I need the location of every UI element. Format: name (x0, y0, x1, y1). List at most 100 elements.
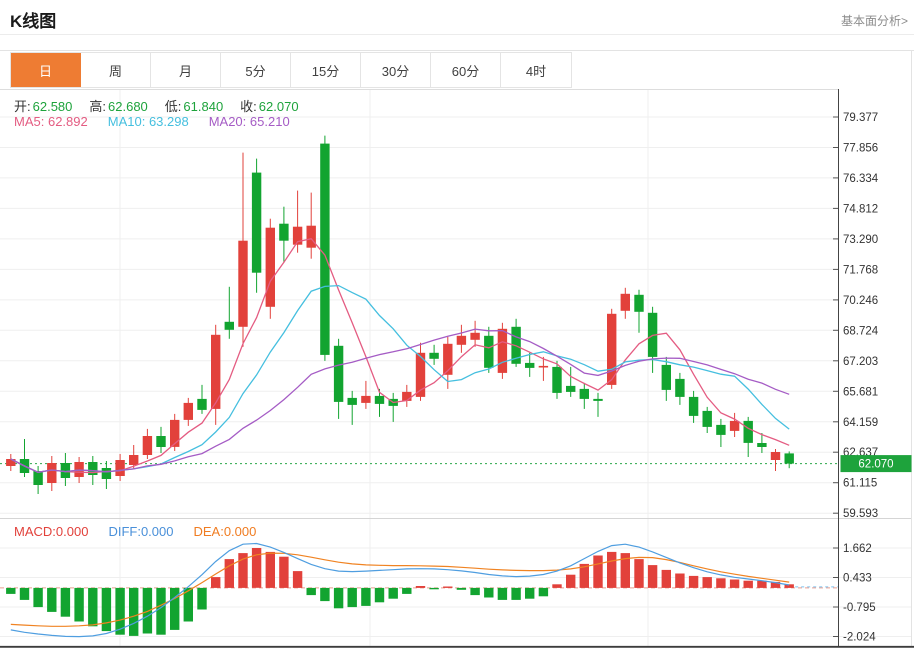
candle-down (757, 443, 767, 447)
macd-bar (129, 587, 139, 636)
macd-bar (566, 574, 576, 588)
candle-up (607, 313, 617, 385)
macd-label: MACD: (14, 524, 56, 539)
candle-up (470, 332, 480, 340)
candle-up (115, 460, 125, 476)
candle-down (156, 436, 166, 447)
candle-down (675, 378, 685, 397)
macd-bar (784, 584, 794, 588)
candle-up (129, 455, 139, 465)
y-axis-label: 73.290 (843, 234, 878, 246)
current-price-tag (840, 455, 912, 473)
macd-bar (170, 587, 180, 630)
ma5-line (10, 237, 790, 474)
candle-up (238, 240, 248, 327)
candle-down (566, 385, 576, 392)
candle-up (456, 335, 467, 345)
diff-label: DIFF: (108, 524, 141, 539)
candle-down (661, 364, 671, 390)
macd-bar (525, 587, 535, 599)
candle-up (142, 436, 153, 455)
current-price-tag-value: 62.070 (858, 459, 893, 471)
macd-bar (19, 587, 30, 600)
tab-week[interactable]: 周 (81, 53, 151, 87)
macd-bar (156, 587, 166, 635)
macd-bar (251, 548, 262, 588)
tab-60min[interactable]: 60分 (431, 53, 501, 87)
candle-down (784, 453, 794, 464)
candle-up (211, 334, 221, 409)
macd-bar (74, 587, 84, 622)
candle-down (197, 398, 207, 410)
macd-bar (238, 553, 248, 588)
candle-down (484, 335, 494, 368)
macd-bar (402, 587, 412, 594)
macd-bar (647, 565, 658, 588)
candle-up (306, 225, 316, 248)
candle-down (579, 388, 589, 399)
macd-bar (497, 587, 508, 600)
y-axis-label: -2.024 (843, 632, 876, 644)
macd-bar (702, 577, 712, 588)
fundamental-analysis-link[interactable]: 基本面分析> (840, 14, 908, 28)
macd-bar (484, 587, 494, 598)
tab-30min[interactable]: 30分 (361, 53, 431, 87)
candle-up (497, 328, 508, 373)
y-axis-label: 65.681 (843, 386, 878, 398)
dea-value: 0.000 (223, 524, 257, 539)
candle-down (743, 420, 753, 443)
diff-value: 0.000 (140, 524, 174, 539)
ma10-line (10, 284, 790, 473)
ohlc-legend: 开: 62.580 高: 62.680 低: 61.840 收: 62.070 (14, 96, 299, 115)
candle-down (702, 410, 712, 427)
tab-15min[interactable]: 15分 (291, 53, 361, 87)
low-label: 低: (164, 99, 182, 114)
candle-down (593, 398, 603, 401)
y-axis-label: 74.812 (843, 203, 878, 215)
ma-legend: MA5: 62.892 MA10: 63.298 MA20: 65.210 (14, 114, 290, 129)
macd-bar (675, 573, 685, 588)
tab-month[interactable]: 月 (151, 53, 221, 87)
candle-up (729, 420, 740, 431)
candle-down (347, 397, 357, 405)
candle-up (361, 395, 371, 403)
macd-bar (47, 587, 57, 612)
candle-down (101, 468, 112, 479)
dea-label: DEA: (193, 524, 224, 539)
page-title: K线图 (10, 12, 57, 31)
candle-up (538, 365, 549, 368)
macd-bar (593, 555, 603, 588)
macd-bar (579, 563, 589, 588)
y-axis-label: 77.856 (843, 143, 878, 155)
ma5-label: MA5: (14, 114, 45, 129)
macd-bar (265, 551, 275, 588)
macd-bar (538, 587, 549, 597)
macd-bar (688, 575, 699, 588)
candle-down (552, 366, 562, 393)
macd-bar (142, 587, 153, 634)
tab-5min[interactable]: 5分 (221, 53, 291, 87)
macd-bar (197, 587, 207, 610)
macd-bar (279, 556, 289, 588)
candle-up (292, 226, 303, 245)
candle-up (6, 459, 16, 466)
y-axis-label: 61.115 (843, 478, 877, 490)
tab-day[interactable]: 日 (11, 53, 81, 87)
macd-bar (443, 586, 453, 588)
macd-value: 0.000 (55, 524, 89, 539)
macd-bar (333, 587, 344, 609)
candle-up (443, 343, 453, 375)
candle-up (183, 402, 193, 420)
candle-down (251, 172, 262, 273)
ma10-value: 63.298 (148, 114, 189, 129)
macd-bar (115, 587, 125, 635)
tab-4hour[interactable]: 4时 (501, 53, 571, 87)
macd-bar (729, 579, 740, 588)
macd-bar (361, 587, 371, 606)
dea-line (10, 552, 790, 627)
candle-up (415, 352, 426, 397)
macd-bar (320, 587, 330, 602)
macd-bar (6, 587, 16, 594)
macd-bar (552, 584, 562, 588)
